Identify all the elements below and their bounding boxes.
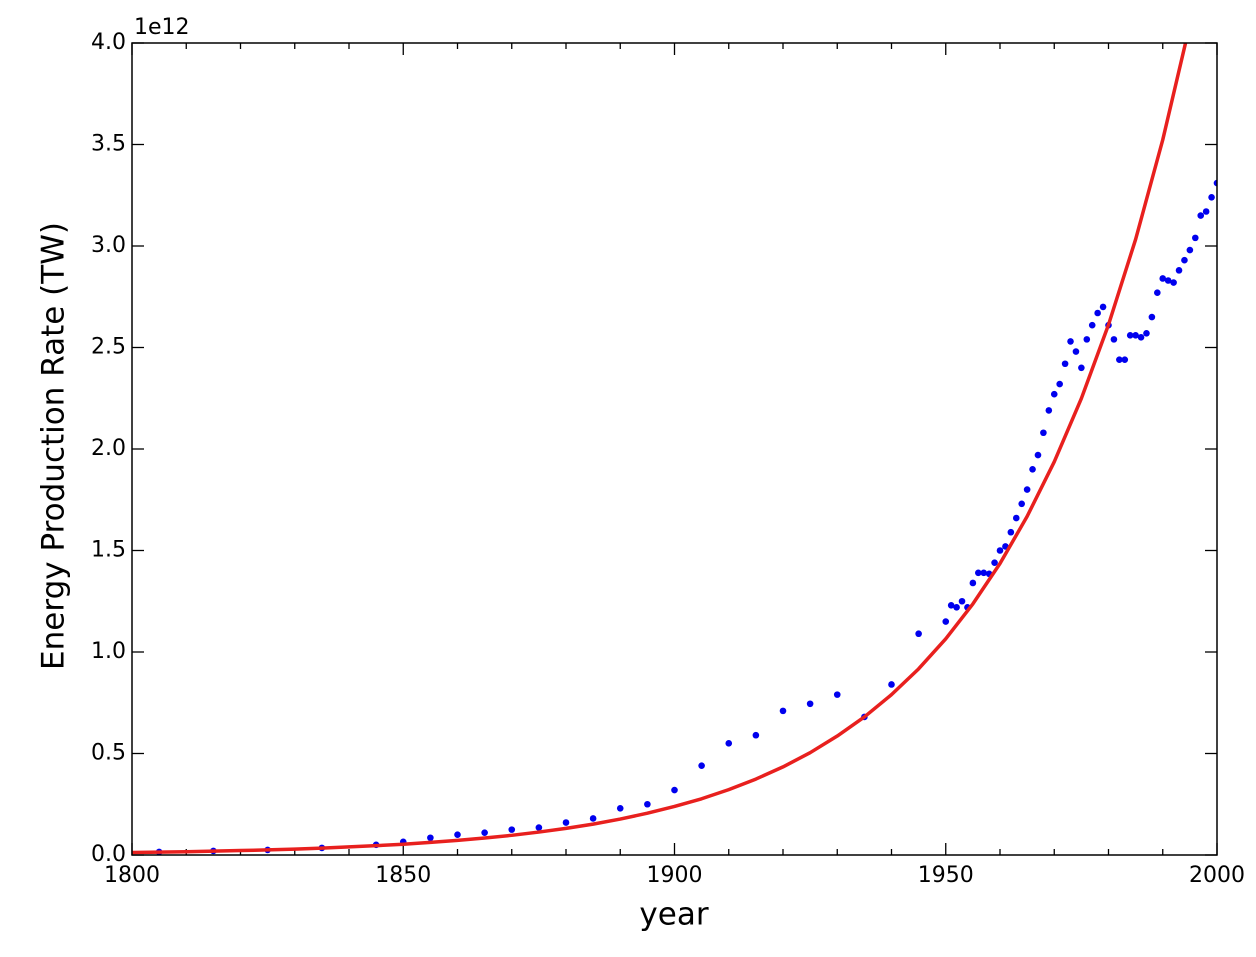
y-tick-label: 0.5	[91, 741, 126, 766]
data-point	[1023, 486, 1031, 493]
data-point	[991, 559, 998, 566]
data-point	[1012, 514, 1020, 522]
data-point	[1040, 429, 1047, 437]
y-tick-label: 0.0	[91, 842, 126, 867]
data-point	[1121, 356, 1129, 363]
data-point	[1067, 338, 1074, 345]
data-point	[1045, 407, 1053, 414]
data-point	[1132, 332, 1139, 339]
data-point	[1154, 289, 1161, 296]
data-point	[725, 740, 733, 747]
data-point	[1050, 390, 1058, 398]
y-tick-label: 4.0	[91, 30, 126, 55]
data-point	[1181, 256, 1188, 264]
data-point	[1078, 364, 1085, 372]
plot-frame	[131, 42, 1218, 856]
data-point	[1208, 193, 1215, 201]
data-point	[1202, 208, 1210, 215]
data-point	[833, 691, 841, 698]
data-point	[1083, 336, 1091, 343]
data-point	[1164, 277, 1172, 284]
y-axis-label: Energy Production Rate (TW)	[36, 222, 72, 670]
data-point	[481, 829, 488, 836]
data-point	[947, 602, 955, 609]
fit-line	[132, 43, 1188, 855]
data-point	[1034, 451, 1042, 459]
data-point	[888, 681, 895, 688]
data-point	[1186, 246, 1194, 254]
y-tick-label: 2.5	[91, 335, 126, 360]
data-point	[671, 786, 678, 794]
data-point	[1159, 275, 1167, 282]
data-point	[806, 700, 814, 708]
data-point	[779, 707, 787, 715]
x-axis-label: year	[639, 897, 708, 933]
data-point	[644, 800, 651, 808]
data-point	[454, 831, 461, 838]
data-point	[535, 824, 543, 831]
x-tick-label: 1800	[104, 863, 160, 888]
data-point	[1143, 329, 1150, 337]
data-point	[1029, 466, 1036, 473]
data-point	[969, 579, 977, 587]
x-tick-label: 1900	[647, 863, 703, 888]
data-point	[698, 762, 705, 769]
x-tick-label: 1950	[918, 863, 974, 888]
y-tick-label: 3.0	[91, 233, 126, 258]
data-point	[1137, 334, 1145, 341]
data-point	[1056, 380, 1063, 388]
data-point	[1116, 356, 1123, 363]
data-point	[980, 569, 988, 577]
data-point	[1099, 303, 1107, 311]
data-point	[958, 597, 966, 605]
data-point	[996, 547, 1004, 554]
data-point	[508, 826, 516, 833]
data-point	[1148, 313, 1156, 321]
x-tick-label: 1850	[375, 863, 431, 888]
data-point	[1126, 332, 1134, 339]
data-point	[1072, 348, 1080, 355]
y-offset-text: 1e12	[134, 15, 190, 40]
data-point	[975, 569, 982, 577]
x-tick-label: 2000	[1189, 863, 1245, 888]
data-point	[1018, 500, 1025, 508]
data-point	[1110, 336, 1118, 343]
data-point	[942, 618, 950, 625]
data-point	[1061, 360, 1069, 368]
data-point	[562, 819, 570, 826]
data-point	[1213, 179, 1217, 187]
data-point	[752, 731, 760, 739]
y-tick-label: 2.0	[91, 436, 126, 461]
data-point	[1007, 528, 1015, 536]
y-tick-label: 1.0	[91, 639, 126, 664]
data-point	[427, 834, 434, 842]
data-point	[953, 604, 960, 611]
data-point	[1088, 321, 1096, 329]
data-point	[616, 805, 624, 812]
plot-area	[132, 43, 1217, 855]
data-point	[589, 815, 597, 822]
data-point	[1192, 234, 1199, 242]
data-point	[1170, 279, 1177, 286]
data-point	[915, 630, 922, 638]
data-point	[1197, 212, 1205, 219]
data-point	[1175, 267, 1183, 274]
y-tick-label: 1.5	[91, 538, 126, 563]
y-tick-label: 3.5	[91, 132, 126, 157]
data-point	[1094, 309, 1101, 317]
